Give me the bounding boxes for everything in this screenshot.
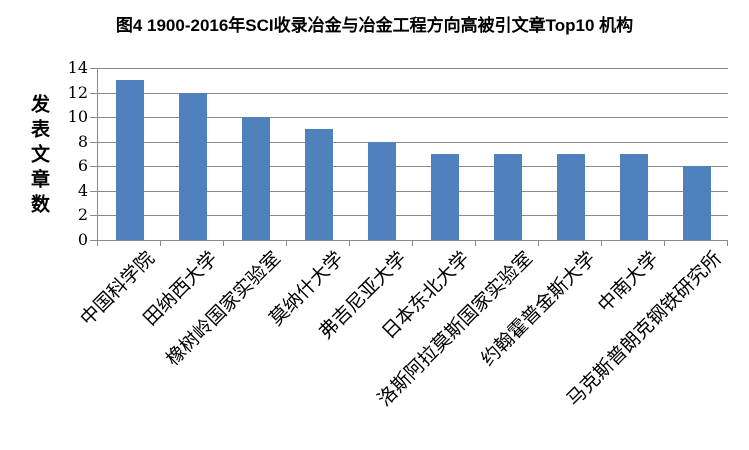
y-tick-label-14: 14 [67, 58, 88, 77]
bar-田纳西大学 [178, 92, 207, 240]
x-tick-mark-7 [538, 240, 539, 246]
y-tick-label-6: 6 [77, 156, 88, 176]
gridline-y-10 [98, 117, 728, 119]
x-tick-mark-1 [160, 240, 161, 246]
bar-莫纳什大学 [304, 129, 333, 240]
y-tick-label-4: 4 [77, 180, 88, 200]
y-tick-mark-12 [90, 92, 98, 94]
bar-橡树岭国家实验室 [241, 117, 270, 240]
y-tick-mark-6 [90, 166, 98, 168]
y-axis-title: 发表文章数 [28, 94, 50, 219]
y-tick-mark-10 [90, 117, 98, 119]
y-tick-mark-14 [90, 68, 98, 69]
bar-洛斯阿拉莫斯国家实验室 [493, 154, 522, 240]
x-tick-mark-9 [664, 240, 665, 246]
x-tick-mark-4 [349, 240, 350, 246]
y-axis-line [97, 68, 98, 240]
bar-中南大学 [619, 154, 648, 240]
chart-title: 图4 1900-2016年SCI收录冶金与冶金工程方向高被引文章Top10 机构 [115, 16, 634, 35]
y-tick-label-12: 12 [67, 82, 88, 102]
bar-弗吉尼亚大学 [367, 141, 396, 240]
x-tick-mark-2 [223, 240, 224, 246]
y-tick-mark-2 [90, 215, 98, 217]
y-tick-label-10: 10 [67, 107, 88, 127]
bar-日本东北大学 [430, 154, 459, 240]
x-tick-mark-3 [286, 240, 287, 246]
x-tick-mark-6 [475, 240, 476, 246]
bar-约翰霍普金斯大学 [556, 154, 585, 240]
bar-马克斯普朗克钢铁研究所 [682, 166, 711, 240]
gridline-y-12 [98, 92, 728, 94]
x-tick-mark-8 [601, 240, 602, 246]
gridline-y-0 [98, 240, 728, 241]
y-tick-mark-4 [90, 190, 98, 192]
x-tick-mark-5 [412, 240, 413, 246]
x-tick-mark-10 [727, 240, 728, 246]
gridline-y-14 [98, 68, 728, 69]
y-tick-mark-0 [90, 240, 98, 241]
gridline-y-2 [98, 215, 728, 217]
y-tick-label-2: 2 [77, 205, 88, 225]
gridline-y-8 [98, 141, 728, 143]
gridline-y-4 [98, 190, 728, 192]
bar-中国科学院 [115, 80, 144, 240]
y-tick-label-8: 8 [77, 131, 88, 151]
y-tick-label-0: 0 [77, 230, 88, 249]
x-tick-mark-0 [97, 240, 98, 246]
y-tick-mark-8 [90, 141, 98, 143]
gridline-y-6 [98, 166, 728, 168]
